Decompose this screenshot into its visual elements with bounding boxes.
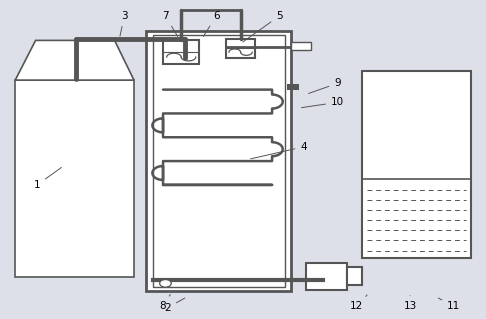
Text: 13: 13 bbox=[403, 296, 417, 311]
Text: 7: 7 bbox=[162, 11, 177, 36]
Bar bbox=[292, 42, 311, 50]
Bar bbox=[163, 41, 199, 64]
Bar bbox=[362, 70, 471, 258]
Bar bbox=[226, 39, 255, 58]
Bar bbox=[15, 80, 134, 277]
Circle shape bbox=[159, 279, 171, 287]
Text: 1: 1 bbox=[34, 167, 61, 190]
Bar bbox=[287, 84, 299, 90]
Polygon shape bbox=[15, 41, 134, 80]
Bar bbox=[347, 268, 362, 285]
Text: 12: 12 bbox=[350, 295, 367, 311]
Text: 8: 8 bbox=[160, 294, 170, 311]
Text: 6: 6 bbox=[203, 11, 220, 36]
Text: 4: 4 bbox=[251, 142, 307, 159]
Text: 11: 11 bbox=[438, 298, 460, 311]
Text: 10: 10 bbox=[301, 97, 344, 108]
Text: 9: 9 bbox=[309, 78, 341, 93]
Bar bbox=[306, 263, 347, 290]
Text: 5: 5 bbox=[243, 11, 283, 42]
Text: 2: 2 bbox=[165, 298, 185, 313]
Bar bbox=[153, 35, 285, 287]
Text: 3: 3 bbox=[120, 11, 128, 36]
Bar bbox=[146, 31, 292, 291]
